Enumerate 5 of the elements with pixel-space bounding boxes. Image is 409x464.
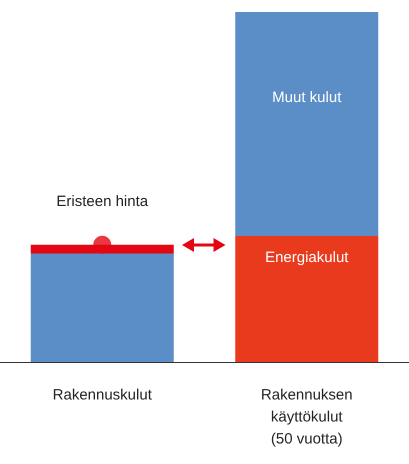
text: Eristeen hinta [56,192,149,210]
x-tick-label: Rakennuskulut [52,386,153,404]
series-label: Muut kulut [272,89,342,106]
x-tick-label: Rakennuksen käyttökulut (50 vuotta) [260,386,353,448]
series-label: Energiakulut [265,249,350,266]
